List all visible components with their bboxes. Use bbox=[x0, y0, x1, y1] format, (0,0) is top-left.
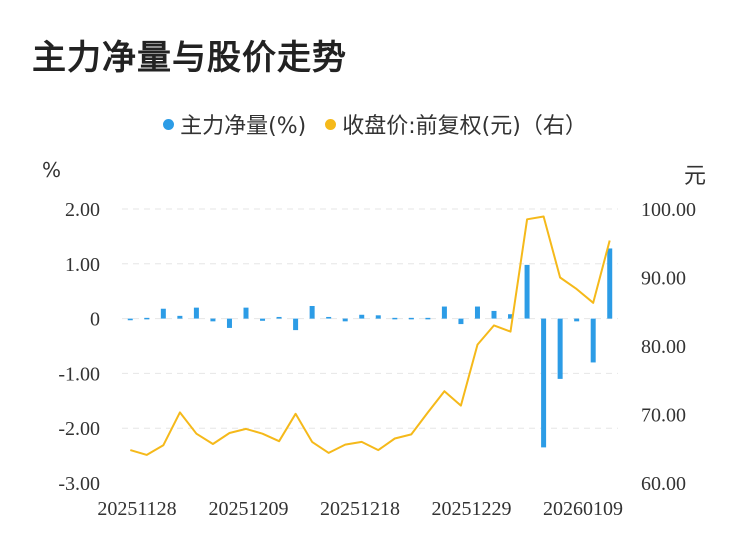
legend-dot-icon bbox=[325, 118, 337, 130]
bar bbox=[359, 314, 365, 319]
bar bbox=[243, 307, 249, 319]
left-axis-unit: % bbox=[42, 158, 62, 182]
right-axis-unit: 元 bbox=[684, 164, 707, 189]
right-tick-label: 100.00 bbox=[641, 199, 696, 221]
legend-dot-icon bbox=[163, 118, 175, 130]
left-tick-label: 1.00 bbox=[65, 254, 100, 276]
bar bbox=[160, 308, 166, 319]
right-tick-label: 70.00 bbox=[641, 405, 686, 427]
x-tick-label: 20251218 bbox=[320, 498, 400, 520]
x-tick-label: 20251229 bbox=[432, 498, 512, 520]
bar bbox=[375, 315, 381, 319]
bar bbox=[408, 317, 414, 320]
bar bbox=[210, 318, 216, 322]
bar bbox=[458, 318, 464, 325]
bar bbox=[276, 316, 282, 319]
legend-label: 收盘价:前复权(元)（右） bbox=[342, 114, 587, 139]
x-tick-label: 20251209 bbox=[209, 498, 289, 520]
bar bbox=[425, 317, 431, 320]
bar bbox=[441, 306, 447, 319]
right-tick-label: 80.00 bbox=[641, 336, 686, 358]
bar bbox=[524, 264, 530, 319]
bar bbox=[392, 317, 398, 320]
legend-item-net-flow[interactable]: 主力净量(%) bbox=[163, 108, 306, 140]
bar bbox=[309, 305, 315, 319]
bar bbox=[491, 310, 497, 319]
bar bbox=[177, 315, 183, 319]
x-tick-label: 20260109 bbox=[543, 498, 623, 520]
bar bbox=[260, 318, 266, 321]
bar bbox=[293, 318, 299, 331]
bar bbox=[193, 307, 199, 319]
bar bbox=[326, 316, 332, 319]
x-tick-label: 20251128 bbox=[97, 498, 176, 520]
bar bbox=[342, 318, 348, 322]
left-tick-label: 2.00 bbox=[65, 199, 100, 221]
legend-label: 主力净量(%) bbox=[180, 114, 307, 139]
left-tick-label: -3.00 bbox=[58, 473, 100, 495]
bar bbox=[508, 314, 514, 319]
left-tick-label: -2.00 bbox=[58, 418, 100, 440]
bar bbox=[541, 318, 547, 448]
left-tick-label: -1.00 bbox=[58, 363, 100, 385]
legend-item-close-price[interactable]: 收盘价:前复权(元)（右） bbox=[325, 108, 587, 140]
right-tick-label: 90.00 bbox=[641, 268, 686, 290]
right-tick-label: 60.00 bbox=[641, 473, 686, 495]
bar bbox=[127, 318, 133, 321]
chart-title: 主力净量与股价走势 bbox=[32, 38, 347, 78]
legend: 主力净量(%) 收盘价:前复权(元)（右） bbox=[0, 108, 750, 140]
bar bbox=[226, 318, 232, 328]
bar bbox=[474, 306, 480, 319]
bar bbox=[144, 317, 150, 320]
close-price-line bbox=[130, 215, 611, 456]
bar bbox=[590, 318, 596, 363]
bar bbox=[574, 318, 580, 322]
bar bbox=[557, 318, 563, 379]
bar bbox=[607, 248, 613, 319]
left-tick-label: 0 bbox=[90, 309, 100, 331]
